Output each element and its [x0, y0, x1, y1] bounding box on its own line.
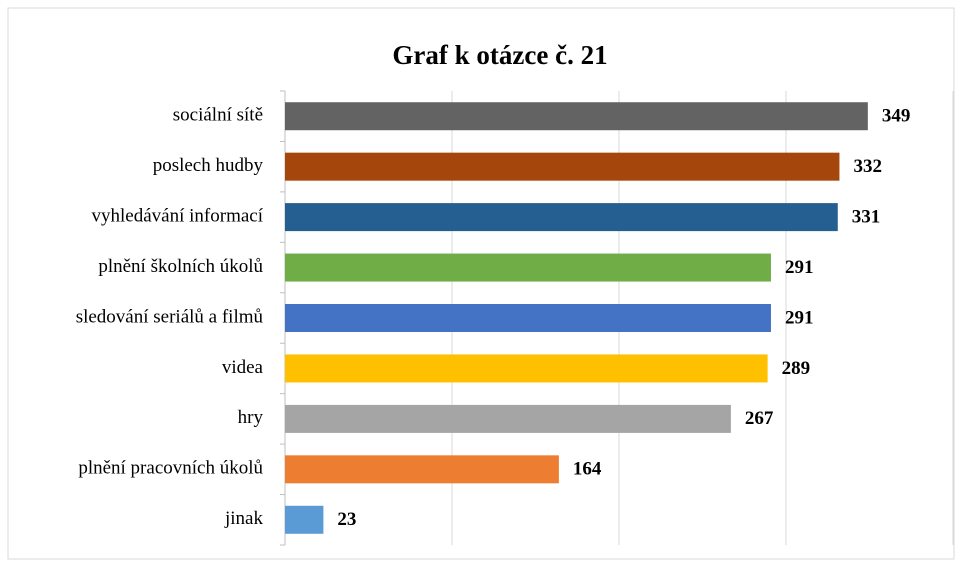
- value-label: 349: [882, 106, 911, 127]
- bar: [285, 455, 559, 484]
- value-label: 164: [573, 459, 602, 480]
- category-label: plnění pracovních úkolů: [78, 458, 263, 479]
- bar: [285, 253, 771, 282]
- value-label: 291: [785, 307, 814, 328]
- bar: [285, 102, 868, 131]
- value-label: 291: [785, 257, 814, 278]
- category-label: hry: [238, 407, 264, 428]
- value-label: 267: [745, 408, 774, 429]
- value-label: 289: [782, 358, 811, 379]
- bar: [285, 203, 838, 232]
- category-label: vyhledávání informací: [92, 205, 264, 226]
- category-label: plnění školních úkolů: [98, 256, 263, 277]
- bar: [285, 404, 731, 433]
- category-label: poslech hudby: [153, 155, 264, 176]
- category-label: sledování seriálů a filmů: [76, 306, 264, 327]
- chart-title: Graf k otázce č. 21: [392, 40, 607, 70]
- bar: [285, 304, 771, 332]
- value-label: 23: [337, 509, 356, 530]
- category-label: sociální sítě: [173, 105, 263, 126]
- category-label: videa: [222, 357, 264, 378]
- category-label: jinak: [224, 508, 263, 529]
- bar: [285, 505, 324, 534]
- bar: [285, 152, 840, 181]
- value-label: 332: [853, 156, 882, 177]
- bar: [285, 354, 768, 383]
- value-label: 331: [852, 206, 881, 227]
